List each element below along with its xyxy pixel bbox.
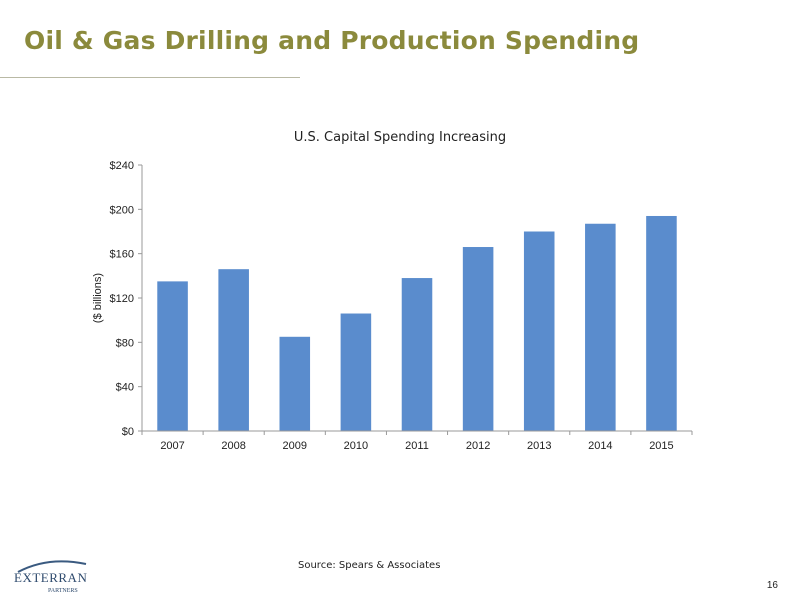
y-tick-label: $200 [110, 204, 134, 216]
bar-chart: U.S. Capital Spending Increasing ($ bill… [92, 130, 693, 452]
bar-2013 [523, 231, 555, 431]
exterran-logo: EXTERRAN PARTNERS [14, 560, 87, 594]
bar-2008 [218, 269, 249, 431]
bar-2009 [279, 336, 311, 431]
bar-group [157, 215, 677, 431]
bar-2012 [462, 247, 494, 431]
x-tick-label: 2008 [221, 440, 245, 452]
bar-2010 [340, 313, 372, 431]
slide-title: Oil & Gas Drilling and Production Spendi… [24, 26, 640, 55]
x-tick-label: 2015 [649, 440, 673, 452]
logo-wordmark: EXTERRAN [14, 570, 87, 585]
x-tick-label: 2010 [344, 440, 368, 452]
y-tick-label: $0 [122, 426, 134, 438]
x-tick-label: 2013 [527, 440, 551, 452]
y-tick-label: $240 [110, 160, 134, 172]
source-note: Source: Spears & Associates [298, 560, 441, 571]
y-axis-label: ($ billions) [92, 273, 104, 323]
logo-subtext: PARTNERS [48, 588, 78, 594]
y-tick-label: $120 [110, 293, 134, 305]
y-tick-label: $80 [116, 337, 134, 349]
x-tick-label: 2009 [283, 440, 307, 452]
bar-2014 [585, 223, 616, 431]
page-number: 16 [766, 580, 778, 591]
bar-2007 [157, 281, 188, 431]
y-tick-label: $40 [116, 382, 134, 394]
x-tick-label: 2007 [160, 440, 184, 452]
axes: $0 $40 $80 $120 $160 $200 $240 2007 2008 2009 2010… [110, 160, 693, 452]
y-tick-label: $160 [110, 249, 134, 261]
x-tick-label: 2012 [466, 440, 490, 452]
x-tick-label: 2014 [588, 440, 612, 452]
title-divider [0, 77, 300, 78]
x-tick-label: 2011 [405, 440, 429, 452]
chart-title: U.S. Capital Spending Increasing [294, 130, 506, 145]
bar-2011 [401, 278, 433, 431]
bar-2015 [646, 215, 677, 431]
logo-swoosh-icon [17, 560, 87, 573]
